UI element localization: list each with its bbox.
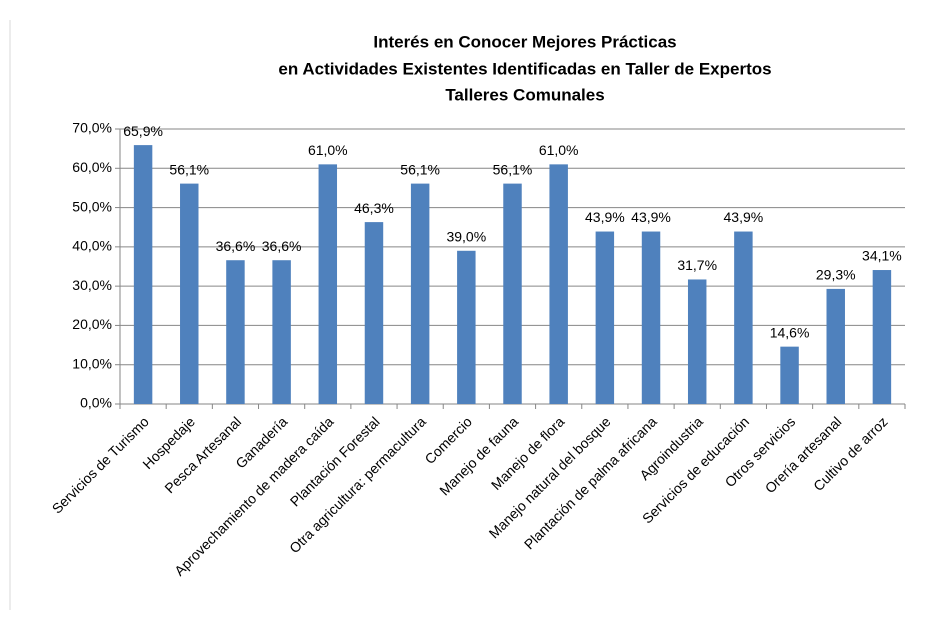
value-label: 43,9% bbox=[724, 209, 764, 225]
bar bbox=[133, 145, 153, 404]
y-tick-label: 50,0% bbox=[72, 198, 112, 214]
bar bbox=[734, 231, 753, 404]
bar bbox=[641, 231, 661, 404]
value-label: 31,7% bbox=[677, 257, 717, 273]
value-label: 56,1% bbox=[493, 161, 533, 177]
bar bbox=[826, 288, 845, 404]
bar bbox=[457, 250, 476, 404]
bar bbox=[503, 183, 522, 404]
bar bbox=[872, 270, 892, 404]
bar bbox=[180, 183, 199, 404]
bar bbox=[226, 260, 245, 404]
value-label: 43,9% bbox=[585, 209, 625, 225]
x-tick-label: Servicios de Turismo bbox=[49, 413, 152, 516]
value-label: 61,0% bbox=[308, 142, 348, 158]
chart-title: Talleres Comunales bbox=[445, 85, 604, 104]
bar bbox=[549, 164, 568, 404]
y-tick-label: 40,0% bbox=[72, 238, 112, 254]
value-label: 14,6% bbox=[770, 324, 810, 340]
value-label: 29,3% bbox=[816, 267, 856, 283]
value-label: 61,0% bbox=[539, 142, 579, 158]
y-tick-label: 70,0% bbox=[72, 120, 112, 136]
value-label: 34,1% bbox=[862, 248, 902, 264]
bar bbox=[364, 222, 384, 404]
chart-title: en Actividades Existentes Identificadas … bbox=[278, 59, 771, 78]
bar bbox=[687, 279, 707, 404]
value-label: 43,9% bbox=[631, 209, 671, 225]
value-label: 39,0% bbox=[446, 228, 486, 244]
y-tick-label: 20,0% bbox=[72, 316, 112, 332]
bar bbox=[410, 183, 430, 404]
value-label: 65,9% bbox=[123, 123, 163, 139]
bar bbox=[272, 260, 291, 404]
value-label: 46,3% bbox=[354, 200, 394, 216]
y-tick-label: 30,0% bbox=[72, 277, 112, 293]
value-label: 56,1% bbox=[169, 161, 209, 177]
bar bbox=[318, 164, 338, 404]
chart-title: Interés en Conocer Mejores Prácticas bbox=[373, 32, 676, 51]
value-label: 56,1% bbox=[400, 161, 440, 177]
bar bbox=[780, 346, 799, 404]
y-tick-label: 10,0% bbox=[72, 355, 112, 371]
y-tick-label: 60,0% bbox=[72, 159, 112, 175]
y-tick-label: 0,0% bbox=[80, 395, 112, 411]
x-tick-label: Manejo de fauna bbox=[436, 413, 521, 498]
value-label: 36,6% bbox=[216, 238, 256, 254]
value-label: 36,6% bbox=[262, 238, 302, 254]
bar bbox=[595, 231, 615, 404]
